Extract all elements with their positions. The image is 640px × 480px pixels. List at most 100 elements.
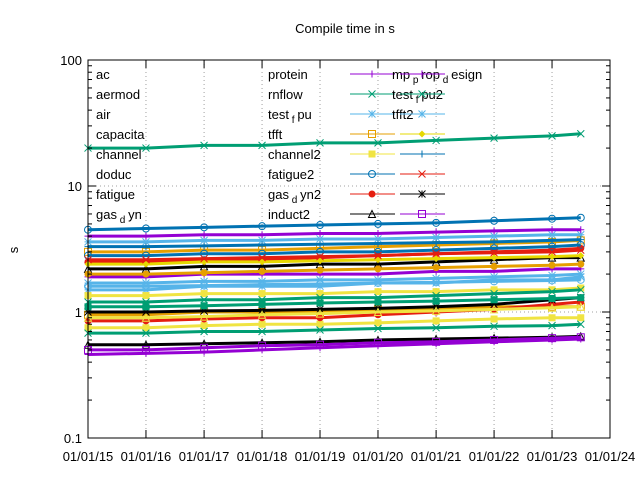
data-point	[258, 327, 266, 336]
data-point	[373, 338, 382, 347]
legend-entry: channel2	[268, 147, 395, 162]
data-point	[577, 314, 585, 322]
data-point	[490, 227, 498, 235]
data-point	[577, 335, 585, 343]
legend-label: test f pu	[268, 107, 312, 126]
legend-entry	[400, 190, 445, 198]
data-point	[141, 340, 151, 349]
data-point	[316, 320, 324, 328]
legend-marker-sample	[368, 170, 376, 178]
data-point	[432, 233, 440, 242]
legend-entry: capacita	[96, 127, 145, 142]
series-unlabeled-21	[84, 246, 585, 264]
data-point	[577, 260, 585, 268]
data-point	[548, 214, 557, 223]
series-line	[88, 288, 581, 304]
x-tick-label: 01/01/21	[411, 449, 462, 464]
legend-marker-sample	[418, 70, 426, 78]
data-point	[490, 315, 498, 323]
legend-marker-sample	[368, 150, 376, 158]
x-tick-label: 01/01/18	[237, 449, 288, 464]
legend-label: doduc	[96, 167, 132, 182]
data-point	[548, 271, 556, 280]
x-tick-label: 01/01/17	[179, 449, 230, 464]
data-point	[577, 284, 585, 292]
data-point	[490, 254, 498, 262]
legend-entry: channel	[96, 147, 142, 162]
data-point	[548, 276, 557, 285]
data-point	[577, 236, 585, 244]
data-point	[200, 269, 208, 277]
data-point	[374, 139, 382, 147]
legend-entry: aermod	[96, 87, 140, 102]
legend-entry: induct2	[268, 207, 395, 222]
series-line	[88, 296, 581, 314]
series-unlabeled-23	[84, 333, 585, 354]
legend-label: fatigue	[96, 187, 135, 202]
data-point	[490, 134, 498, 142]
data-point	[432, 239, 440, 247]
data-point	[548, 321, 556, 330]
data-point	[315, 309, 325, 318]
data-point	[490, 286, 498, 294]
data-point	[258, 241, 266, 249]
y-axis-label: s	[6, 246, 21, 253]
data-point	[200, 343, 209, 352]
legend-label: aermod	[96, 87, 140, 102]
data-point	[548, 314, 556, 322]
data-point	[200, 302, 208, 310]
series-aermod	[84, 129, 585, 152]
data-point	[432, 264, 440, 272]
data-point	[577, 294, 585, 302]
x-tick-label: 01/01/19	[295, 449, 346, 464]
data-point	[490, 232, 498, 240]
legend-label-subscript: p	[410, 75, 421, 86]
data-point	[200, 254, 208, 263]
series-line	[88, 238, 581, 249]
legend-entry: gas d yn2	[268, 187, 395, 206]
data-point	[200, 322, 208, 330]
data-point	[141, 224, 150, 233]
legend-label-subscript: d	[289, 195, 300, 206]
data-point	[432, 297, 440, 305]
data-point	[374, 298, 382, 306]
data-point	[576, 275, 585, 284]
series-line	[88, 272, 581, 285]
data-point	[200, 242, 208, 250]
x-tick-label: 01/01/15	[63, 449, 114, 464]
data-point	[548, 286, 556, 294]
data-point	[258, 320, 266, 328]
data-point	[141, 345, 150, 354]
data-point	[316, 139, 324, 147]
data-point	[258, 222, 267, 231]
data-point	[548, 226, 556, 234]
legend-label: tfft	[268, 127, 283, 142]
y-tick-label: 100	[60, 53, 82, 68]
data-point	[142, 144, 150, 152]
data-point	[489, 304, 499, 314]
data-point	[200, 348, 208, 356]
x-tick-label: 01/01/23	[527, 449, 578, 464]
series-line	[88, 278, 581, 288]
legend-entry	[400, 130, 445, 138]
data-point	[316, 275, 324, 284]
axis-ticks: 0.1 1 10 100 01/01/15 01/01/16 01/01/17 01/01/1…	[60, 53, 635, 464]
data-point	[316, 279, 325, 288]
data-point	[432, 278, 441, 287]
legend-label: gas d yn2	[268, 187, 321, 206]
y-tick-label: 0.1	[64, 431, 82, 446]
data-point	[316, 290, 324, 298]
legend-entry: test f pu2	[392, 87, 445, 106]
series-layer	[83, 129, 586, 358]
data-point	[142, 308, 150, 316]
data-point	[142, 238, 150, 246]
legend-marker-sample	[418, 110, 426, 118]
legend-entry: tfft	[268, 127, 395, 142]
legend-label: air	[96, 107, 111, 122]
data-point	[316, 299, 324, 307]
data-point	[142, 303, 150, 311]
series-line	[88, 305, 581, 320]
data-point	[490, 238, 498, 246]
data-point	[576, 246, 585, 254]
